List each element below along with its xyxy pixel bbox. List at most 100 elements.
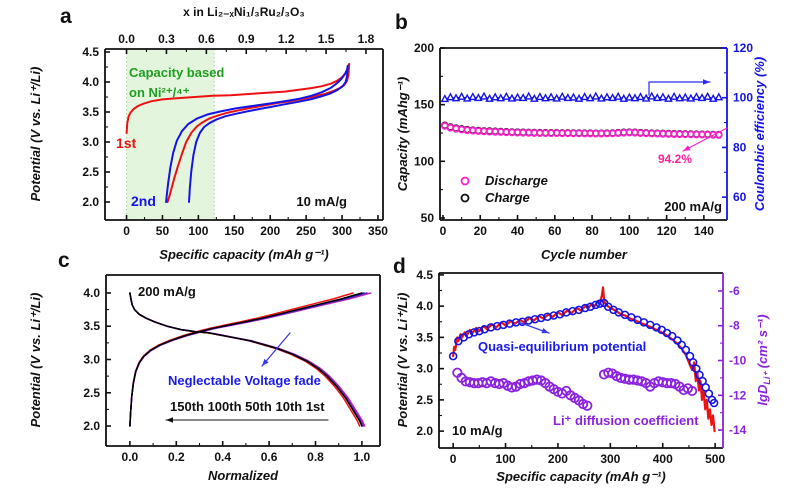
svg-text:0: 0 <box>450 452 457 466</box>
svg-text:200: 200 <box>548 452 568 466</box>
svg-text:3.5: 3.5 <box>416 330 433 344</box>
svg-text:500: 500 <box>705 452 725 466</box>
svg-text:lgDLi⁺ (cm² s⁻¹): lgDLi⁺ (cm² s⁻¹) <box>755 314 772 405</box>
svg-text:200: 200 <box>260 224 280 238</box>
svg-text:200 mA/g: 200 mA/g <box>664 199 722 214</box>
svg-text:80: 80 <box>585 224 599 238</box>
svg-text:0.8: 0.8 <box>307 450 324 464</box>
svg-text:Normalized: Normalized <box>208 468 279 483</box>
svg-text:Discharge: Discharge <box>485 173 548 188</box>
svg-text:Li⁺ diffusion coefficient: Li⁺ diffusion coefficient <box>553 413 699 428</box>
svg-text:2.0: 2.0 <box>82 195 99 209</box>
svg-text:Potential (V vs. Li⁺/Li): Potential (V vs. Li⁺/Li) <box>28 293 43 428</box>
svg-text:0.3: 0.3 <box>158 32 175 46</box>
svg-text:3.0: 3.0 <box>83 353 100 367</box>
svg-text:300: 300 <box>600 452 620 466</box>
svg-text:100: 100 <box>414 154 434 168</box>
svg-text:120: 120 <box>657 224 677 238</box>
svg-text:0: 0 <box>123 224 130 238</box>
svg-text:2.5: 2.5 <box>416 393 433 407</box>
svg-text:2.0: 2.0 <box>83 419 100 433</box>
svg-text:2.5: 2.5 <box>83 386 100 400</box>
panel-b-chart: 0 20 40 60 80 100 120 140 50 100 150 200 60 80 100 120 C… <box>395 41 767 262</box>
svg-text:100: 100 <box>619 224 639 238</box>
svg-text:150: 150 <box>224 224 244 238</box>
svg-text:120: 120 <box>733 41 753 55</box>
svg-text:300: 300 <box>332 224 352 238</box>
svg-text:Specific capacity (mAh g⁻¹): Specific capacity (mAh g⁻¹) <box>159 247 328 262</box>
svg-text:10 mA/g: 10 mA/g <box>452 423 503 438</box>
panel-d-label: d <box>393 255 406 278</box>
svg-text:1.2: 1.2 <box>278 32 295 46</box>
svg-text:Capacity based: Capacity based <box>129 65 224 80</box>
svg-text:150: 150 <box>414 98 434 112</box>
svg-text:1st: 1st <box>116 135 137 151</box>
panel-a-chart: 0 50 100 150 200 250 300 350 2.0 2.5 3.0 3.5 4.0 4.5 0… <box>28 5 388 262</box>
svg-text:Quasi-equilibrium potential: Quasi-equilibrium potential <box>478 339 646 354</box>
svg-text:4.5: 4.5 <box>82 45 99 59</box>
svg-text:3.0: 3.0 <box>82 135 99 149</box>
svg-text:Neglectable Voltage fade: Neglectable Voltage fade <box>168 373 321 388</box>
svg-text:200: 200 <box>414 41 434 55</box>
svg-text:3.5: 3.5 <box>83 319 100 333</box>
svg-text:0.9: 0.9 <box>238 32 255 46</box>
svg-text:-8: -8 <box>729 319 740 333</box>
svg-text:1.0: 1.0 <box>354 450 371 464</box>
svg-text:400: 400 <box>653 452 673 466</box>
svg-text:100: 100 <box>188 224 208 238</box>
svg-text:94.2%: 94.2% <box>658 152 692 166</box>
svg-text:60: 60 <box>548 224 562 238</box>
svg-text:350: 350 <box>368 224 388 238</box>
svg-text:0.4: 0.4 <box>214 450 231 464</box>
svg-text:2.5: 2.5 <box>82 165 99 179</box>
svg-text:60: 60 <box>733 190 747 204</box>
svg-text:Coulombic efficiency (%): Coulombic efficiency (%) <box>752 57 767 211</box>
panel-a-label: a <box>60 5 72 28</box>
svg-text:4.0: 4.0 <box>83 286 100 300</box>
svg-text:0: 0 <box>440 224 447 238</box>
svg-text:80: 80 <box>733 140 747 154</box>
svg-text:250: 250 <box>296 224 316 238</box>
svg-text:10 mA/g: 10 mA/g <box>296 194 347 209</box>
svg-text:2.0: 2.0 <box>416 424 433 438</box>
svg-text:Potential (V vs. Li⁺/Li): Potential (V vs. Li⁺/Li) <box>395 293 410 428</box>
svg-text:100: 100 <box>496 452 516 466</box>
svg-text:100: 100 <box>733 91 753 105</box>
svg-text:Charge: Charge <box>485 190 530 205</box>
svg-text:-12: -12 <box>729 388 747 402</box>
svg-text:3.5: 3.5 <box>82 105 99 119</box>
panel-c-label: c <box>58 249 70 272</box>
svg-text:x in Li₂₋ₓNi₁/₃Ru₂/₃O₃: x in Li₂₋ₓNi₁/₃Ru₂/₃O₃ <box>183 5 305 19</box>
svg-text:0.0: 0.0 <box>122 450 139 464</box>
svg-text:20: 20 <box>474 224 488 238</box>
panel-b-label: b <box>395 11 408 34</box>
panel-d-chart: 0 100 200 300 400 500 2.0 2.5 3.0 3.5 4.0 4.5 -6 -8 -1… <box>395 268 772 484</box>
svg-text:Capacity (mAhg⁻¹): Capacity (mAhg⁻¹) <box>395 77 410 191</box>
svg-text:Potential (V vs. Li⁺/Li): Potential (V vs. Li⁺/Li) <box>28 67 43 202</box>
svg-text:150th 100th 50th 10th 1st: 150th 100th 50th 10th 1st <box>170 399 325 414</box>
panel-c-chart: 0.0 0.2 0.4 0.6 0.8 1.0 2.0 2.5 3.0 3.5 4.0 Normali… <box>28 274 381 483</box>
svg-text:2nd: 2nd <box>131 193 156 209</box>
svg-text:50: 50 <box>421 211 435 225</box>
svg-text:40: 40 <box>511 224 525 238</box>
svg-text:3.0: 3.0 <box>416 362 433 376</box>
svg-text:-14: -14 <box>729 423 747 437</box>
svg-text:Specific capacity (mAh g⁻¹): Specific capacity (mAh g⁻¹) <box>496 469 665 484</box>
svg-text:4.0: 4.0 <box>416 299 433 313</box>
svg-text:50: 50 <box>156 224 170 238</box>
svg-text:0.6: 0.6 <box>261 450 278 464</box>
svg-text:1.8: 1.8 <box>358 32 375 46</box>
svg-text:0.0: 0.0 <box>118 32 135 46</box>
svg-text:4.0: 4.0 <box>82 75 99 89</box>
svg-text:-6: -6 <box>729 284 740 298</box>
svg-text:Cycle number: Cycle number <box>541 247 628 262</box>
svg-text:4.5: 4.5 <box>416 268 433 282</box>
svg-text:0.6: 0.6 <box>198 32 215 46</box>
svg-text:0.2: 0.2 <box>168 450 185 464</box>
svg-text:140: 140 <box>694 224 714 238</box>
svg-text:1.5: 1.5 <box>318 32 335 46</box>
svg-text:-10: -10 <box>729 354 747 368</box>
svg-text:on Ni²⁺/⁴⁺: on Ni²⁺/⁴⁺ <box>129 85 190 100</box>
svg-text:200 mA/g: 200 mA/g <box>138 284 196 299</box>
